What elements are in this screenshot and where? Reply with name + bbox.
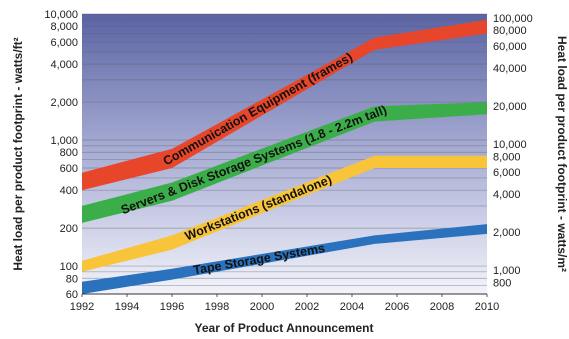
bands — [82, 19, 487, 294]
y-left-tick-label: 6,000 — [50, 37, 78, 49]
x-tick-label: 2006 — [385, 301, 409, 313]
band-series-3 — [82, 155, 487, 272]
y-right-tick-label: 1,000 — [493, 265, 521, 277]
band-series-1 — [82, 19, 487, 191]
y-left-tick-label: 400 — [60, 185, 78, 197]
y-left-tick-label: 600 — [60, 163, 78, 175]
y-left-tick-label: 100 — [60, 261, 78, 273]
y-left-tick-label: 1,000 — [50, 135, 78, 147]
y-left-tick-label: 8,000 — [50, 21, 78, 33]
y-right-tick-label: 10,000 — [493, 139, 527, 151]
x-tick-labels: 1992 1994 1996 1998 2000 2002 2004 2006 2008 2010 — [70, 294, 499, 313]
y-right-tick-label: 60,000 — [493, 41, 527, 53]
y-left-tick-label: 60 — [66, 289, 78, 301]
x-tick-label: 2008 — [430, 301, 454, 313]
y-right-tick-label: 20,000 — [493, 101, 527, 113]
y-left-tick-label: 200 — [60, 223, 78, 235]
y-right-tick-label: 40,000 — [493, 63, 527, 75]
y-axis-title-left: Heat load per product footprint - watts/… — [11, 37, 25, 270]
y-axis-title-right: Heat load per product footprint - watts/… — [555, 36, 569, 272]
band-series-2 — [82, 102, 487, 223]
y-left-tick-label: 4,000 — [50, 59, 78, 71]
x-tick-label: 2004 — [340, 301, 364, 313]
y-right-tick-label: 4,000 — [493, 189, 521, 201]
x-tick-label: 2000 — [250, 301, 274, 313]
y-right-tick-label: 2,000 — [493, 227, 521, 239]
band-series-4 — [82, 224, 487, 294]
y-left-tick-label: 80 — [66, 273, 78, 285]
y-right-tick-label: 800 — [493, 277, 511, 289]
x-tick-label: 1998 — [205, 301, 229, 313]
y-left-tick-label: 2,000 — [50, 97, 78, 109]
x-tick-label: 1994 — [115, 301, 139, 313]
y-left-tick-label: 10,000 — [44, 9, 78, 21]
x-tick-label: 2002 — [295, 301, 319, 313]
y-left-tick-label: 800 — [60, 147, 78, 159]
y-right-tick-label: 80,000 — [493, 25, 527, 37]
y-right-tick-label: 8,000 — [493, 151, 521, 163]
x-tick-label: 1992 — [70, 301, 94, 313]
x-tick-label: 2010 — [475, 301, 499, 313]
x-tick-label: 1996 — [160, 301, 184, 313]
y-right-tick-label: 6,000 — [493, 167, 521, 179]
x-axis-title: Year of Product Announcement — [195, 321, 374, 335]
y-right-tick-label: 100,000 — [493, 13, 533, 25]
